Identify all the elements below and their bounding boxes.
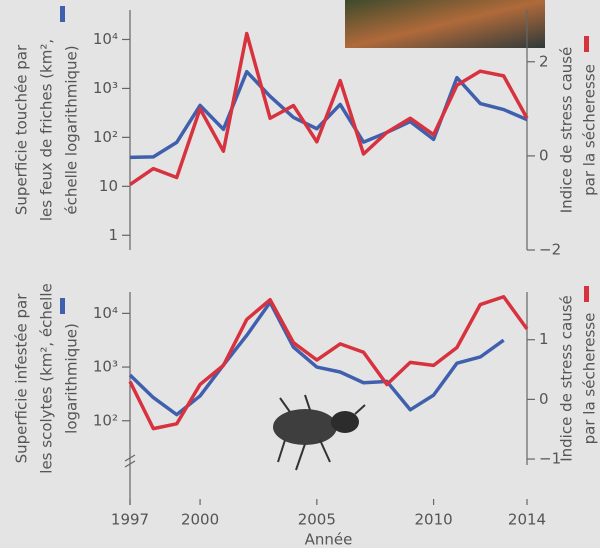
y-tick-label: 10⁴ <box>93 304 118 322</box>
y-tick-label: 10 <box>99 177 118 195</box>
beetle <box>273 394 366 471</box>
y-tick-label: 10⁴ <box>93 30 118 48</box>
axis-break <box>124 454 136 468</box>
data-line <box>128 300 505 417</box>
y-axis-title: logarithmique) <box>63 323 81 434</box>
y-axis-title: Superficie touchée par <box>13 44 31 215</box>
x-tick-label: 2005 <box>298 511 336 529</box>
x-tick-label: 2000 <box>181 511 219 529</box>
legend-swatch <box>584 36 589 52</box>
x-tick-label: 2014 <box>508 511 546 529</box>
legend-swatch <box>60 298 65 314</box>
legend-swatch <box>584 286 589 302</box>
y-axis-title: les feux de friches (km², <box>38 39 56 221</box>
data-line <box>128 295 529 431</box>
y-tick-label: 10² <box>93 411 118 429</box>
x-tick-label: 1997 <box>111 511 149 529</box>
y2-axis-title: par la sécheresse <box>581 64 599 196</box>
x-axis-title: Année <box>305 531 353 548</box>
y2-tick-label: 1 <box>539 330 549 348</box>
x-tick-label: 2010 <box>414 511 452 529</box>
y2-tick-label: 0 <box>539 146 549 164</box>
y-tick-label: 1 <box>108 226 118 244</box>
y2-axis-title: par la sécheresse <box>581 313 599 445</box>
y2-tick-label: −2 <box>539 241 561 259</box>
photo <box>345 0 545 48</box>
y2-axis-title: Indice de stress causé <box>558 47 576 214</box>
y2-axis-title: Indice de stress causé <box>558 295 576 462</box>
data-line <box>129 31 529 187</box>
y-tick-label: 10³ <box>93 79 118 97</box>
y-axis-title: Superficie infestée par <box>13 293 31 464</box>
y-axis-title: les scolytes (km², échelle <box>38 283 56 473</box>
y2-tick-label: 2 <box>539 52 549 70</box>
y2-tick-label: 0 <box>539 390 549 408</box>
y2-tick-label: −1 <box>539 450 561 468</box>
legend-swatch <box>60 6 65 22</box>
y-axis-title: échelle logarithmique) <box>63 45 81 214</box>
y-tick-label: 10² <box>93 128 118 146</box>
y-tick-label: 10³ <box>93 358 118 376</box>
